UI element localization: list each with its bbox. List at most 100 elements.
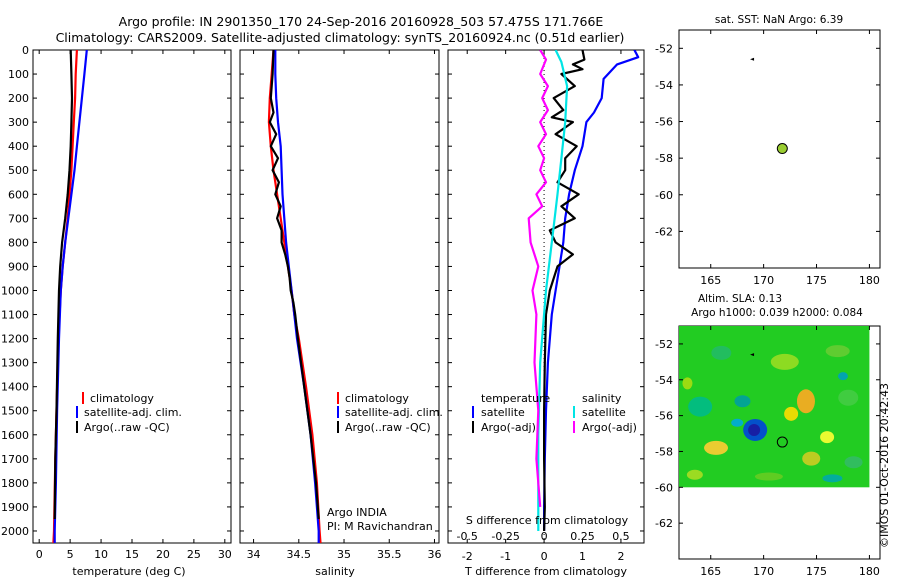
title-line-1: Argo profile: IN 2901350_170 24-Sep-2016… xyxy=(119,14,604,29)
legend-label-argo: Argo(..raw -QC) xyxy=(345,421,431,434)
legend-label-s-argo: Argo(-adj) xyxy=(582,421,637,434)
temperature-x-tick-label: 25 xyxy=(187,548,201,561)
difference-series-argo-adj xyxy=(527,50,550,507)
temperature-x-tick-label: 15 xyxy=(125,548,139,561)
legend-label-satellite: satellite-adj. clim. xyxy=(345,406,443,419)
sst_map-float-position-marker xyxy=(776,143,788,155)
salinity-series-argo-raw-qc xyxy=(268,50,320,520)
depth-tick-label: 700 xyxy=(8,212,29,225)
depth-tick-label: 900 xyxy=(8,260,29,273)
salinity-x-tick-label: 34.5 xyxy=(287,548,312,561)
depth-tick-label: 1000 xyxy=(1,284,29,297)
legend-header-temperature: temperature xyxy=(481,392,550,405)
sla_map-x-tick-label: 170 xyxy=(753,565,774,578)
sla-anomaly-blob xyxy=(734,395,751,408)
sla_map-x-tick-label: 165 xyxy=(700,565,721,578)
sst_map-y-tick-label: -56 xyxy=(655,116,673,129)
legend-swatch-satellite xyxy=(337,406,339,418)
sla-anomaly-blob xyxy=(822,474,843,483)
temperature-x-tick-label: 10 xyxy=(94,548,108,561)
sla-anomaly-blob xyxy=(704,440,729,455)
sla-anomaly-blob xyxy=(820,431,835,444)
float-program-label: Argo INDIA xyxy=(327,506,387,519)
sst-map-title: sat. SST: NaN Argo: 6.39 xyxy=(715,14,843,26)
s-difference-tick-label: 0.25 xyxy=(570,530,595,543)
title-line-2: Climatology: CARS2009. Satellite-adjuste… xyxy=(56,30,625,45)
depth-tick-label: 1800 xyxy=(1,477,29,490)
sla-anomaly-blob xyxy=(731,418,744,427)
sst_map-x-tick-label: 180 xyxy=(859,274,880,287)
temperature-legend: climatology satellite-adj. clim. Argo(..… xyxy=(76,392,182,434)
depth-tick-label: 1900 xyxy=(1,501,29,514)
sla-anomaly-blob xyxy=(844,456,863,469)
sla_map-x-tick-label: 175 xyxy=(806,565,827,578)
temperature-panel-frame xyxy=(32,49,232,544)
temperature-series-argo-raw-qc xyxy=(53,50,74,520)
sla-anomaly-blob xyxy=(796,389,815,414)
salinity-x-tick-label: 35.5 xyxy=(377,548,402,561)
sst_map-y-tick-label: -58 xyxy=(655,152,673,165)
depth-tick-label: 800 xyxy=(8,236,29,249)
salinity-x-tick-label: 35 xyxy=(337,548,351,561)
temperature-x-tick-label: 20 xyxy=(156,548,170,561)
legend-swatch-t-argo xyxy=(472,421,474,433)
temperature-axis-label: temperature (deg C) xyxy=(72,565,185,578)
depth-tick-label: 1700 xyxy=(1,453,29,466)
sla-anomaly-blob xyxy=(688,396,713,417)
depth-tick-label: 500 xyxy=(8,164,29,177)
depth-tick-label: 0 xyxy=(22,44,29,57)
legend-swatch-climatology xyxy=(82,392,84,404)
difference-series-satellite xyxy=(542,50,640,531)
salinity-x-tick-label: 36 xyxy=(427,548,441,561)
difference-series-satellite xyxy=(537,50,569,531)
sla_map-y-tick-label: -54 xyxy=(655,374,673,387)
sla_map-previous-position-marker xyxy=(750,353,755,357)
legend-label-satellite: satellite-adj. clim. xyxy=(84,406,182,419)
depth-tick-label: 600 xyxy=(8,188,29,201)
legend-label-t-satellite: satellite xyxy=(481,406,525,419)
legend-swatch-argo xyxy=(76,421,78,433)
legend-swatch-climatology xyxy=(337,392,339,404)
salinity-axis-label: salinity xyxy=(315,565,355,578)
depth-tick-label: 1600 xyxy=(1,429,29,442)
imos-credit: ©IMOS 01-Oct-2016 20:42:43 xyxy=(878,383,891,548)
sla-anomaly-blob xyxy=(784,406,799,421)
depth-tick-label: 1300 xyxy=(1,357,29,370)
s-difference-tick-label: 0.5 xyxy=(612,530,630,543)
sla_map-y-tick-label: -56 xyxy=(655,410,673,423)
difference-x-tick-label: -1 xyxy=(500,550,511,563)
difference-x-tick-label: 0 xyxy=(541,550,548,563)
sst_map-y-tick-label: -54 xyxy=(655,79,673,92)
salinity-series-satellite-adj-clim xyxy=(274,50,320,543)
sla-heatmap-field xyxy=(679,326,870,488)
legend-swatch-s-satellite xyxy=(573,406,575,418)
sla-anomaly-blob xyxy=(686,469,703,480)
salinity-x-tick-label: 34 xyxy=(247,548,261,561)
sla_map-y-tick-label: -52 xyxy=(655,338,673,351)
legend-label-climatology: climatology xyxy=(345,392,409,405)
depth-tick-label: 100 xyxy=(8,68,29,81)
s-difference-tick-label: 0 xyxy=(541,530,548,543)
depth-tick-label: 1400 xyxy=(1,381,29,394)
difference-legend: temperature salinity satellite Argo(-adj… xyxy=(472,392,637,434)
legend-swatch-argo xyxy=(337,421,339,433)
depth-tick-label: 1500 xyxy=(1,405,29,418)
salinity-legend: climatology satellite-adj. clim. Argo(..… xyxy=(337,392,443,434)
sla-map-title-1: Altim. SLA: 0.13 xyxy=(698,293,782,305)
axes-ticks: 0100200300400500600700800900100011001200… xyxy=(1,30,880,578)
depth-tick-label: 200 xyxy=(8,92,29,105)
sst_map-x-tick-label: 170 xyxy=(753,274,774,287)
s-difference-tick-label: -0.5 xyxy=(456,530,477,543)
sst_map-x-tick-label: 165 xyxy=(700,274,721,287)
difference-x-tick-label: 2 xyxy=(617,550,624,563)
depth-tick-label: 300 xyxy=(8,116,29,129)
legend-header-salinity: salinity xyxy=(582,392,622,405)
legend-label-argo: Argo(..raw -QC) xyxy=(84,421,170,434)
legend-label-climatology: climatology xyxy=(90,392,154,405)
sst_map-previous-position-marker xyxy=(750,57,755,61)
t-difference-axis-label: T difference from climatology xyxy=(464,565,627,578)
sla-anomaly-blob xyxy=(802,451,821,466)
temperature-x-tick-label: 5 xyxy=(67,548,74,561)
sla-anomaly-blob xyxy=(770,353,799,370)
